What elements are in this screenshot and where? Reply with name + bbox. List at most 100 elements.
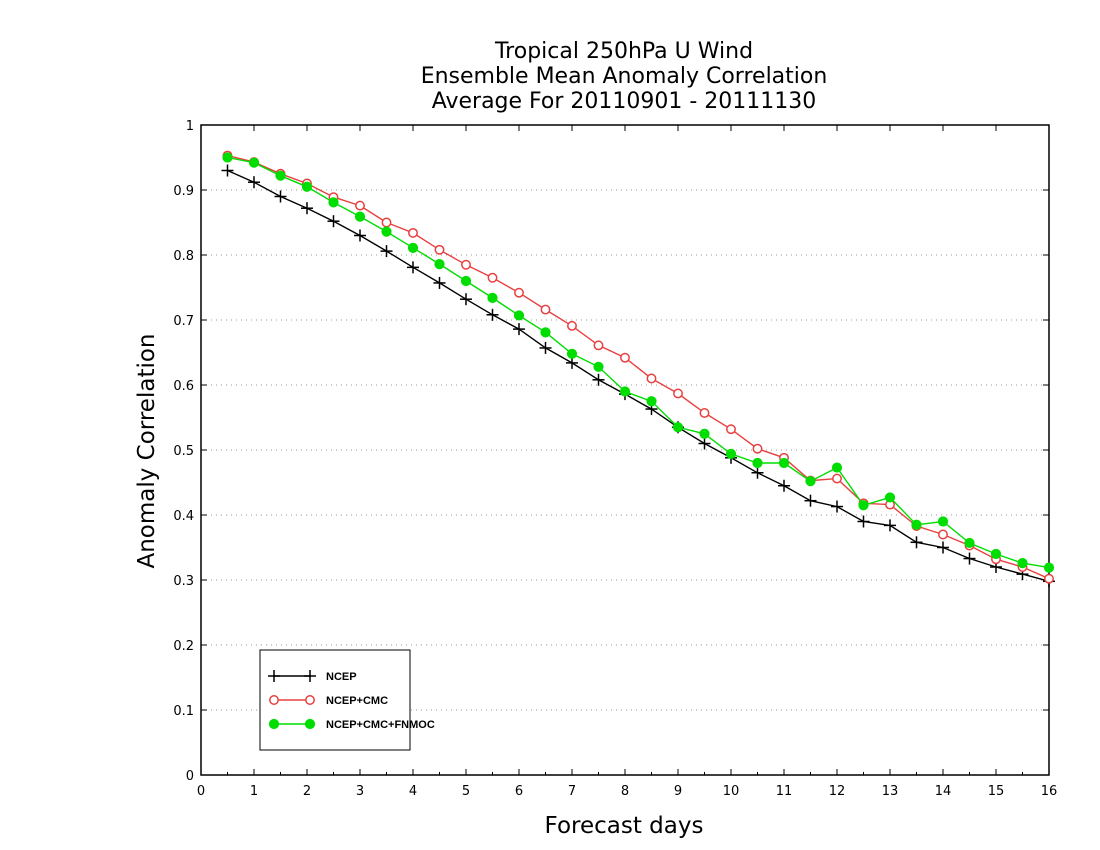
x-axis-title: Forecast days — [545, 813, 704, 839]
x-tick-label: 2 — [303, 784, 311, 799]
data-point-ncep — [354, 229, 366, 242]
data-point-ncep-cmc-fnmoc — [381, 226, 392, 237]
x-tick-label: 8 — [621, 784, 629, 799]
chart-title-line-1: Tropical 250hPa U Wind — [494, 39, 753, 64]
series-line-ncep-cmc-fnmoc — [227, 156, 1050, 569]
x-tick-label: 11 — [776, 784, 793, 799]
x-tick-label: 13 — [882, 784, 899, 799]
data-point-ncep-cmc — [832, 473, 842, 484]
data-point-ncep-cmc-fnmoc — [540, 327, 551, 338]
legend-marker-start — [268, 670, 280, 682]
data-point-ncep-cmc-fnmoc — [805, 476, 816, 487]
legend-marker-end — [304, 718, 316, 730]
legend-item-ncep-cmc-fnmoc: NCEP+CMC+FNMOC — [268, 718, 435, 731]
data-point-ncep-cmc — [540, 304, 551, 315]
data-point-ncep-cmc-fnmoc — [990, 548, 1002, 560]
data-point-ncep — [301, 202, 313, 215]
legend-item-ncep: NCEP — [268, 670, 357, 683]
data-point-ncep-cmc — [620, 352, 630, 363]
data-point-ncep-cmc-fnmoc — [407, 242, 419, 253]
series-ncep-cmc-fnmoc — [222, 152, 1055, 573]
data-point-ncep — [963, 552, 976, 565]
data-point-ncep-cmc-fnmoc — [1043, 562, 1055, 573]
y-tick-label: 0 — [186, 769, 194, 784]
data-point-ncep — [327, 215, 340, 228]
x-tick-label: 1 — [250, 784, 258, 799]
data-point-ncep-cmc — [514, 287, 524, 298]
legend-marker-end — [305, 695, 315, 705]
data-point-ncep — [778, 479, 790, 492]
data-point-ncep-cmc — [355, 200, 365, 211]
data-point-ncep-cmc — [646, 373, 657, 384]
data-point-ncep — [433, 276, 446, 289]
data-point-ncep — [380, 245, 393, 258]
y-tick-label: 0.9 — [173, 184, 194, 199]
data-point-ncep-cmc-fnmoc — [619, 386, 631, 397]
data-point-ncep — [274, 190, 287, 203]
data-point-ncep-cmc-fnmoc — [858, 500, 869, 511]
data-point-ncep-cmc-fnmoc — [646, 396, 657, 407]
legend-label: NCEP — [326, 671, 357, 683]
data-point-ncep — [831, 500, 843, 513]
data-point-ncep-cmc-fnmoc — [248, 157, 260, 168]
legend: NCEP NCEP+CMC NCEP+CMC+FNMOC — [259, 649, 435, 751]
series-ncep-cmc — [222, 150, 1054, 584]
chart-title-line-2: Ensemble Mean Anomaly Correlation — [421, 64, 828, 89]
data-point-ncep — [857, 515, 870, 528]
y-tick-label: 0.4 — [173, 509, 194, 524]
data-point-ncep-cmc-fnmoc — [937, 516, 949, 527]
x-axis-ticks: 0 1 2 3 4 5 6 7 8 9 10 11 12 13 14 15 16 — [197, 125, 1057, 799]
legend-label: NCEP+CMC+FNMOC — [326, 719, 435, 731]
data-point-ncep — [592, 373, 605, 386]
legend-marker-start — [269, 695, 279, 705]
y-tick-label: 0.8 — [173, 249, 194, 264]
x-tick-label: 5 — [462, 784, 470, 799]
y-tick-label: 0.2 — [173, 639, 194, 654]
data-point-ncep — [698, 437, 711, 450]
y-tick-label: 0.6 — [173, 379, 194, 394]
data-point-ncep-cmc-fnmoc — [725, 448, 737, 459]
data-point-ncep-cmc — [673, 388, 683, 399]
data-point-ncep-cmc-fnmoc — [884, 492, 896, 503]
data-point-ncep-cmc-fnmoc — [460, 275, 472, 287]
data-point-ncep — [910, 536, 923, 549]
data-point-ncep-cmc-fnmoc — [831, 462, 843, 473]
legend-marker-start — [268, 718, 280, 730]
data-point-ncep-cmc — [1044, 573, 1054, 584]
data-point-ncep-cmc-fnmoc — [328, 197, 339, 208]
data-point-ncep — [460, 293, 472, 306]
data-point-ncep-cmc — [752, 443, 763, 454]
data-point-ncep — [751, 466, 764, 479]
data-point-ncep-cmc-fnmoc — [778, 457, 790, 469]
data-point-ncep — [566, 356, 578, 369]
legend-marker-end — [304, 670, 316, 682]
data-point-ncep-cmc — [593, 340, 604, 351]
data-point-ncep-cmc-fnmoc — [1017, 558, 1028, 569]
data-point-ncep-cmc-fnmoc — [275, 170, 286, 181]
data-point-ncep-cmc — [487, 272, 498, 283]
series-line-ncep-cmc — [227, 154, 1050, 580]
x-tick-label: 14 — [935, 784, 952, 799]
data-point-ncep-cmc-fnmoc — [699, 428, 710, 439]
data-point-ncep-cmc-fnmoc — [566, 348, 578, 359]
data-point-ncep-cmc-fnmoc — [354, 211, 366, 222]
data-point-ncep-cmc-fnmoc — [487, 292, 498, 303]
x-tick-label: 9 — [674, 784, 682, 799]
x-tick-label: 4 — [409, 784, 417, 799]
data-point-ncep-cmc — [938, 529, 948, 540]
data-point-ncep-cmc-fnmoc — [752, 457, 763, 469]
series-line-ncep — [227, 169, 1050, 582]
data-point-ncep-cmc — [726, 424, 736, 435]
x-tick-label: 7 — [568, 784, 576, 799]
chart-title-line-3: Average For 20110901 - 20111130 — [432, 89, 817, 114]
data-point-ncep-cmc — [408, 227, 418, 238]
data-point-ncep-cmc — [699, 408, 710, 418]
data-point-ncep-cmc-fnmoc — [593, 361, 604, 372]
y-tick-label: 0.5 — [173, 444, 194, 459]
y-tick-label: 0.1 — [173, 704, 194, 719]
legend-label: NCEP+CMC — [326, 695, 388, 707]
data-point-ncep — [937, 541, 949, 554]
x-tick-label: 3 — [356, 784, 364, 799]
data-point-ncep — [884, 519, 896, 532]
data-point-ncep-cmc — [567, 320, 577, 331]
